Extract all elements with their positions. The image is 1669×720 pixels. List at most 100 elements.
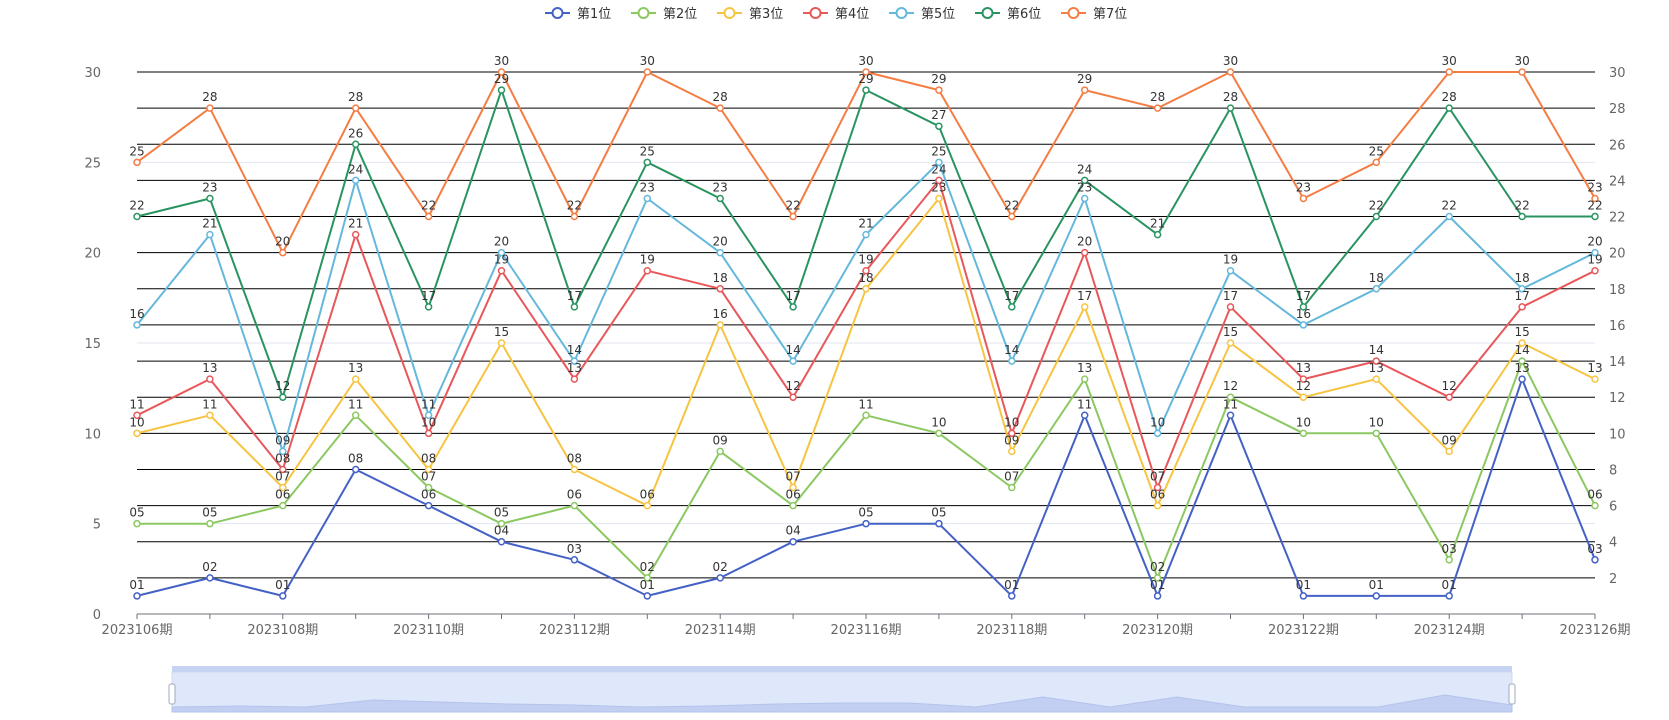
data-point[interactable] (716, 447, 724, 456)
data-point[interactable] (789, 501, 797, 510)
data-point[interactable] (862, 411, 870, 420)
data-point[interactable] (351, 230, 360, 239)
legend-item-2[interactable]: 第2位 (631, 7, 697, 22)
data-point[interactable] (570, 465, 579, 474)
legend-item-5[interactable]: 第5位 (889, 7, 955, 22)
data-point[interactable] (1518, 375, 1526, 383)
data-point[interactable] (206, 104, 214, 112)
data-point[interactable] (206, 375, 214, 383)
data-point[interactable] (1226, 339, 1235, 347)
data-point[interactable] (1591, 248, 1599, 257)
data-point[interactable] (789, 537, 797, 546)
data-point[interactable] (570, 556, 579, 564)
data-point[interactable] (789, 393, 797, 401)
data-point[interactable] (1008, 429, 1016, 438)
data-point[interactable] (1008, 357, 1016, 365)
data-point[interactable] (1080, 86, 1089, 94)
data-point[interactable] (862, 519, 870, 528)
data-point[interactable] (133, 321, 141, 329)
data-point[interactable] (1299, 429, 1308, 438)
data-point[interactable] (1080, 194, 1089, 203)
legend[interactable]: 第1位 第2位 第3位 第4位 第5位 第6位 第7位 (545, 7, 1127, 22)
data-point[interactable] (1153, 230, 1162, 239)
data-point[interactable] (570, 357, 579, 365)
data-point[interactable] (279, 248, 287, 257)
data-point[interactable] (570, 375, 579, 383)
data-point[interactable] (1445, 104, 1453, 112)
data-point[interactable] (1008, 483, 1016, 492)
data-point[interactable] (279, 501, 287, 510)
data-point[interactable] (1080, 375, 1089, 383)
data-point[interactable] (206, 194, 214, 203)
data-point[interactable] (279, 592, 287, 600)
data-point[interactable] (1591, 375, 1599, 383)
data-point[interactable] (351, 176, 360, 185)
data-point[interactable] (643, 266, 652, 275)
data-point[interactable] (497, 86, 506, 94)
data-point[interactable] (789, 357, 797, 365)
data-point[interactable] (1591, 194, 1599, 203)
data-point[interactable] (570, 501, 579, 510)
data-point[interactable] (1445, 68, 1453, 76)
data-point[interactable] (789, 483, 797, 492)
data-point[interactable] (351, 140, 360, 149)
data-point[interactable] (643, 592, 652, 600)
data-point[interactable] (862, 230, 870, 239)
data-point[interactable] (206, 574, 214, 582)
data-point[interactable] (935, 519, 943, 528)
data-point[interactable] (789, 303, 797, 311)
data-point[interactable] (1226, 411, 1235, 420)
data-point[interactable] (1080, 176, 1089, 185)
data-point[interactable] (716, 104, 724, 112)
data-point[interactable] (1518, 68, 1526, 76)
data-point[interactable] (1518, 357, 1526, 365)
legend-item-3[interactable]: 第3位 (717, 7, 783, 22)
data-point[interactable] (497, 339, 506, 347)
data-point[interactable] (1518, 285, 1526, 293)
data-point[interactable] (1299, 592, 1308, 600)
data-point[interactable] (1591, 556, 1599, 564)
zoom-handle-left[interactable] (168, 683, 176, 705)
data-point[interactable] (497, 537, 506, 546)
data-point[interactable] (935, 429, 943, 438)
data-point[interactable] (351, 411, 360, 420)
legend-item-4[interactable]: 第4位 (803, 7, 869, 22)
zoom-mover-bar[interactable] (172, 666, 1512, 672)
data-point[interactable] (1372, 212, 1381, 221)
data-point[interactable] (1153, 574, 1162, 582)
data-point[interactable] (643, 501, 652, 510)
data-point[interactable] (643, 574, 652, 582)
data-point[interactable] (424, 429, 433, 438)
data-point[interactable] (1518, 339, 1526, 347)
data-point[interactable] (862, 68, 870, 76)
data-point[interactable] (133, 212, 141, 221)
data-point[interactable] (862, 266, 870, 275)
data-point[interactable] (1372, 285, 1381, 293)
data-point[interactable] (279, 465, 287, 474)
data-point[interactable] (1226, 303, 1235, 311)
data-point[interactable] (1372, 357, 1381, 365)
data-point[interactable] (1299, 375, 1308, 383)
data-point[interactable] (133, 592, 141, 600)
data-point[interactable] (424, 212, 433, 221)
data-point[interactable] (862, 285, 870, 293)
data-point[interactable] (1299, 194, 1308, 203)
data-point[interactable] (351, 465, 360, 474)
data-point[interactable] (1445, 212, 1453, 221)
zoom-handle-right[interactable] (1508, 683, 1516, 705)
data-point[interactable] (1299, 393, 1308, 401)
data-point[interactable] (206, 411, 214, 420)
data-point[interactable] (1008, 447, 1016, 456)
data-point[interactable] (1591, 212, 1599, 221)
data-point[interactable] (935, 122, 943, 130)
data-point[interactable] (1008, 592, 1016, 600)
data-point[interactable] (279, 483, 287, 492)
legend-item-7[interactable]: 第7位 (1061, 7, 1127, 22)
data-point[interactable] (1153, 483, 1162, 492)
data-point[interactable] (1153, 592, 1162, 600)
data-point[interactable] (1591, 501, 1599, 510)
data-point[interactable] (1008, 303, 1016, 311)
data-point[interactable] (716, 248, 724, 257)
legend-item-1[interactable]: 第1位 (545, 7, 611, 22)
data-point[interactable] (133, 429, 141, 438)
